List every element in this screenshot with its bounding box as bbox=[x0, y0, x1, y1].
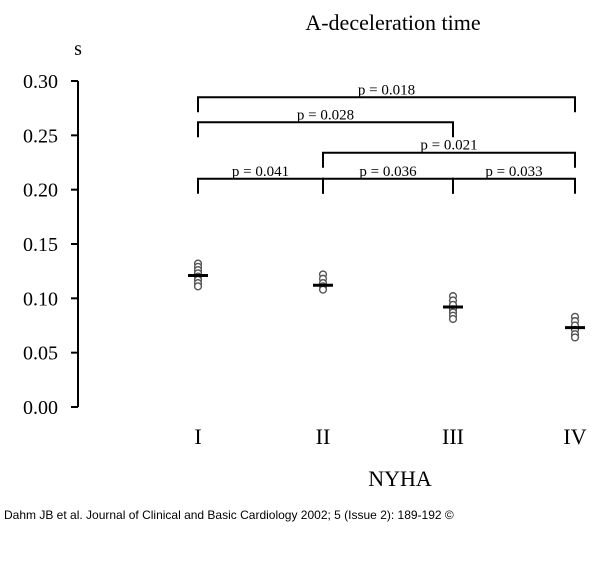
y-tick-label: 0.30 bbox=[23, 71, 58, 93]
y-tick-label: 0.15 bbox=[23, 234, 58, 256]
p-value-label: p = 0.028 bbox=[297, 107, 354, 123]
y-axis: 0.00 0.05 0.10 0.15 0.20 0.25 0.30 bbox=[23, 71, 79, 419]
significance-bracket bbox=[197, 96, 576, 113]
data-point bbox=[448, 314, 458, 324]
p-value-label: p = 0.036 bbox=[359, 164, 417, 180]
x-axis-label: NYHA bbox=[368, 466, 432, 491]
y-tick-label: 0.20 bbox=[23, 180, 58, 202]
y-tick-label: 0.05 bbox=[23, 343, 58, 365]
mean-markers bbox=[188, 274, 585, 330]
y-tick-label: 0.00 bbox=[23, 397, 58, 419]
x-tick-labels: I II III IV bbox=[194, 424, 586, 449]
x-tick-label: I bbox=[194, 424, 201, 449]
significance-bracket bbox=[452, 177, 576, 194]
chart-title: A-deceleration time bbox=[305, 10, 480, 35]
significance-bracket bbox=[197, 121, 454, 138]
data-points bbox=[193, 259, 580, 342]
p-value-label: p = 0.018 bbox=[358, 82, 415, 98]
data-point bbox=[193, 282, 203, 291]
data-point bbox=[318, 285, 328, 294]
x-tick-label: II bbox=[316, 424, 331, 449]
p-value-label: p = 0.033 bbox=[485, 164, 542, 180]
p-value-label: p = 0.041 bbox=[232, 164, 289, 180]
significance-bracket bbox=[197, 177, 324, 194]
y-tick-label: 0.25 bbox=[23, 125, 58, 147]
source-caption: Dahm JB et al. Journal of Clinical and B… bbox=[4, 508, 454, 522]
significance-bracket bbox=[322, 177, 454, 194]
p-value-label: p = 0.021 bbox=[420, 138, 477, 154]
x-tick-label: IV bbox=[563, 424, 586, 449]
data-point bbox=[570, 333, 580, 342]
scatter-chart: A-deceleration time s NYHA 0.000.050.100… bbox=[23, 10, 587, 491]
x-tick-label: III bbox=[442, 424, 464, 449]
significance-bracket bbox=[322, 151, 576, 168]
y-tick-label: 0.10 bbox=[23, 288, 58, 310]
y-axis-label: s bbox=[74, 38, 82, 60]
